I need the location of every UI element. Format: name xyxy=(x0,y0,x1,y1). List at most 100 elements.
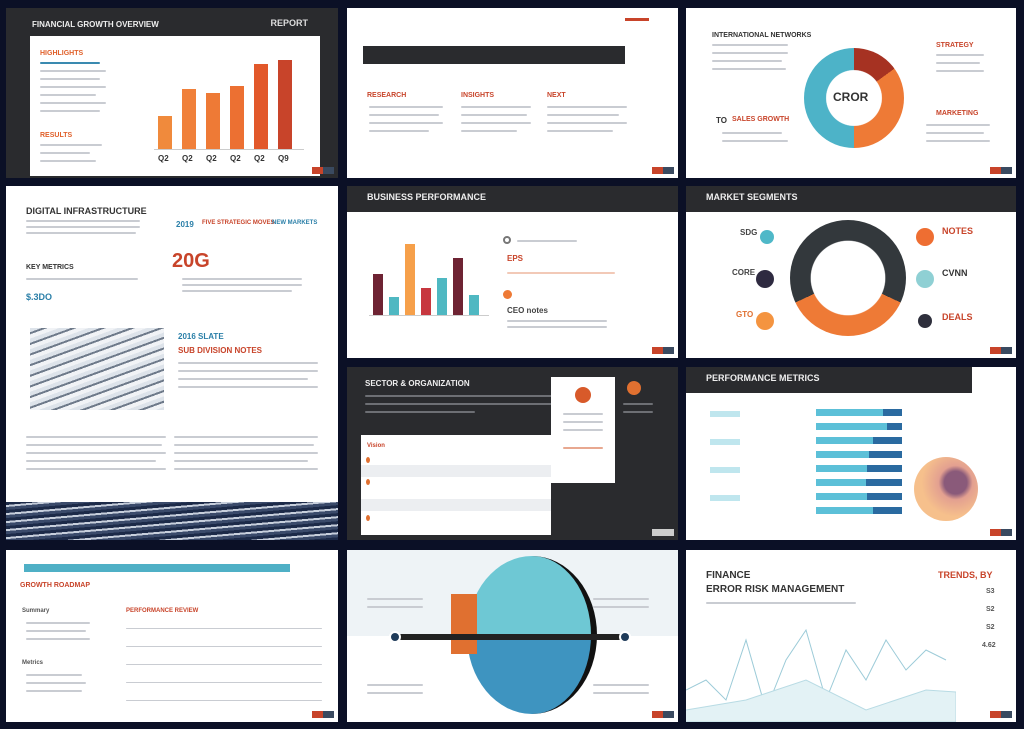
logo xyxy=(990,711,1012,718)
bar xyxy=(469,295,479,315)
bar xyxy=(158,116,172,149)
side-heading: Metrics xyxy=(22,660,44,666)
progress-bar xyxy=(816,423,902,430)
side-heading: Summary xyxy=(22,608,50,614)
bar xyxy=(230,85,244,149)
slide-three-columns[interactable]: RESEARCH INSIGHTS NEXT xyxy=(347,8,678,178)
stat-label: 2019 xyxy=(176,220,194,229)
slide-financial-bar-chart[interactable]: FINANCIAL GROWTH OVERVIEW REPORT HIGHLIG… xyxy=(6,8,338,178)
stat-ceo: CEO notes xyxy=(507,306,548,315)
slide-donut-chart[interactable]: INTERNATIONAL NETWORKS TO SALES GROWTH C… xyxy=(686,8,1016,178)
slide-title: PERFORMANCE METRICS xyxy=(706,373,820,383)
badge-icon xyxy=(627,381,641,395)
progress-bar-list xyxy=(816,409,902,529)
segment-label: CORE xyxy=(732,268,756,277)
heading-moves: FIVE STRATEGIC MOVES xyxy=(202,220,275,226)
slide-title: FINANCIAL GROWTH OVERVIEW xyxy=(32,20,159,29)
slide-timeline-diagram[interactable] xyxy=(347,550,678,722)
list-heading: Vision xyxy=(367,443,385,449)
bar xyxy=(437,278,447,315)
slide-growth-roadmap[interactable]: GROWTH ROADMAP Summary Metrics PERFORMAN… xyxy=(6,550,338,722)
column-heading: INSIGHTS xyxy=(461,92,495,99)
infrastructure-photo xyxy=(30,328,164,410)
slide-business-performance[interactable]: BUSINESS PERFORMANCE EPS CEO notes xyxy=(347,186,678,358)
segment-label: DEALS xyxy=(942,312,973,322)
bar-chart: Q2 Q2 Q2 Q2 Q2 Q9 xyxy=(154,50,304,163)
ocean-banner xyxy=(6,502,338,540)
value-tag: $.3DO xyxy=(26,292,53,302)
progress-bar xyxy=(816,507,902,514)
logo xyxy=(652,167,674,174)
logo xyxy=(312,711,334,718)
segment-label: SDG xyxy=(740,228,758,237)
pie-illustration xyxy=(914,457,978,521)
label-strategy: STRATEGY xyxy=(936,42,974,49)
slide-title: SECTOR & ORGANIZATION xyxy=(365,379,470,388)
side-value: S2 xyxy=(986,606,995,613)
bar-chart xyxy=(369,236,489,316)
bar xyxy=(453,258,463,315)
bar xyxy=(254,64,268,149)
list-panel: Vision xyxy=(361,435,551,535)
progress-bar xyxy=(816,437,902,444)
slide-title: FINANCE xyxy=(706,570,751,581)
stat-eps: EPS xyxy=(507,254,524,263)
slide-market-segments[interactable]: MARKET SEGMENTS SDG CORE GTO NOTES CVNN … xyxy=(686,186,1016,358)
heading-highlights: HIGHLIGHTS xyxy=(40,50,84,57)
logo xyxy=(312,167,334,174)
donut-chart xyxy=(790,220,906,336)
slide-corner-label: REPORT xyxy=(270,18,308,28)
segment-label: NOTES xyxy=(942,226,974,236)
x-tick-label: Q2 xyxy=(158,154,169,163)
caption-heading: 2016 SLATE xyxy=(178,332,224,341)
logo xyxy=(990,167,1012,174)
quote-card xyxy=(551,377,615,483)
x-tick-label: Q2 xyxy=(182,154,193,163)
flame-icon xyxy=(503,290,512,299)
list-heading: PERFORMANCE REVIEW xyxy=(126,608,199,614)
timeline-bar xyxy=(395,634,625,640)
bar xyxy=(206,92,220,149)
donut-chart xyxy=(804,48,904,148)
big-stat: 20G xyxy=(172,250,210,272)
label-number: TO xyxy=(716,116,727,125)
heading-results: RESULTS xyxy=(40,132,73,139)
donut-center-label: CROR xyxy=(833,90,869,104)
x-tick-label: Q2 xyxy=(206,154,217,163)
slide-subtitle: ERROR RISK MANAGEMENT xyxy=(706,584,845,595)
slide-infrastructure-report[interactable]: DIGITAL INFRASTRUCTURE KEY METRICS $.3DO… xyxy=(6,186,338,540)
progress-bar xyxy=(816,493,902,500)
slide-performance-metrics[interactable]: PERFORMANCE METRICS xyxy=(686,367,1016,540)
x-tick-label: Q2 xyxy=(254,154,265,163)
heading-markets: NEW MARKETS xyxy=(272,220,318,226)
bar xyxy=(278,59,292,149)
slide-title: INTERNATIONAL NETWORKS xyxy=(712,32,812,39)
label-marketing: MARKETING xyxy=(936,110,979,117)
bar xyxy=(373,273,383,315)
bar xyxy=(405,243,415,315)
progress-bar xyxy=(816,479,902,486)
bar xyxy=(182,89,196,149)
slide-title: MARKET SEGMENTS xyxy=(706,192,798,202)
slide-risk-management[interactable]: FINANCE ERROR RISK MANAGEMENT TRENDS, BY… xyxy=(686,550,1016,722)
column-heading: RESEARCH xyxy=(367,92,407,99)
side-value: S2 xyxy=(986,624,995,631)
line-chart xyxy=(686,628,956,722)
content-panel: HIGHLIGHTS RESULTS Q2 Q2 Q2 Q2 Q2 Q9 xyxy=(30,36,320,176)
logo xyxy=(652,711,674,718)
x-tick-label: Q2 xyxy=(230,154,241,163)
progress-bar xyxy=(816,409,902,416)
progress-bar xyxy=(816,465,902,472)
side-value: 4.62 xyxy=(982,642,996,649)
logo xyxy=(652,529,674,536)
column-heading: NEXT xyxy=(547,92,566,99)
logo xyxy=(990,529,1012,536)
logo xyxy=(990,347,1012,354)
segment-label: GTO xyxy=(736,310,754,319)
x-tick-label: Q9 xyxy=(278,154,289,163)
logo xyxy=(652,347,674,354)
gear-icon xyxy=(503,236,511,244)
slide-title: BUSINESS PERFORMANCE xyxy=(367,192,487,202)
slide-sector-organization[interactable]: SECTOR & ORGANIZATION Vision xyxy=(347,367,678,540)
subheading: KEY METRICS xyxy=(26,264,74,271)
